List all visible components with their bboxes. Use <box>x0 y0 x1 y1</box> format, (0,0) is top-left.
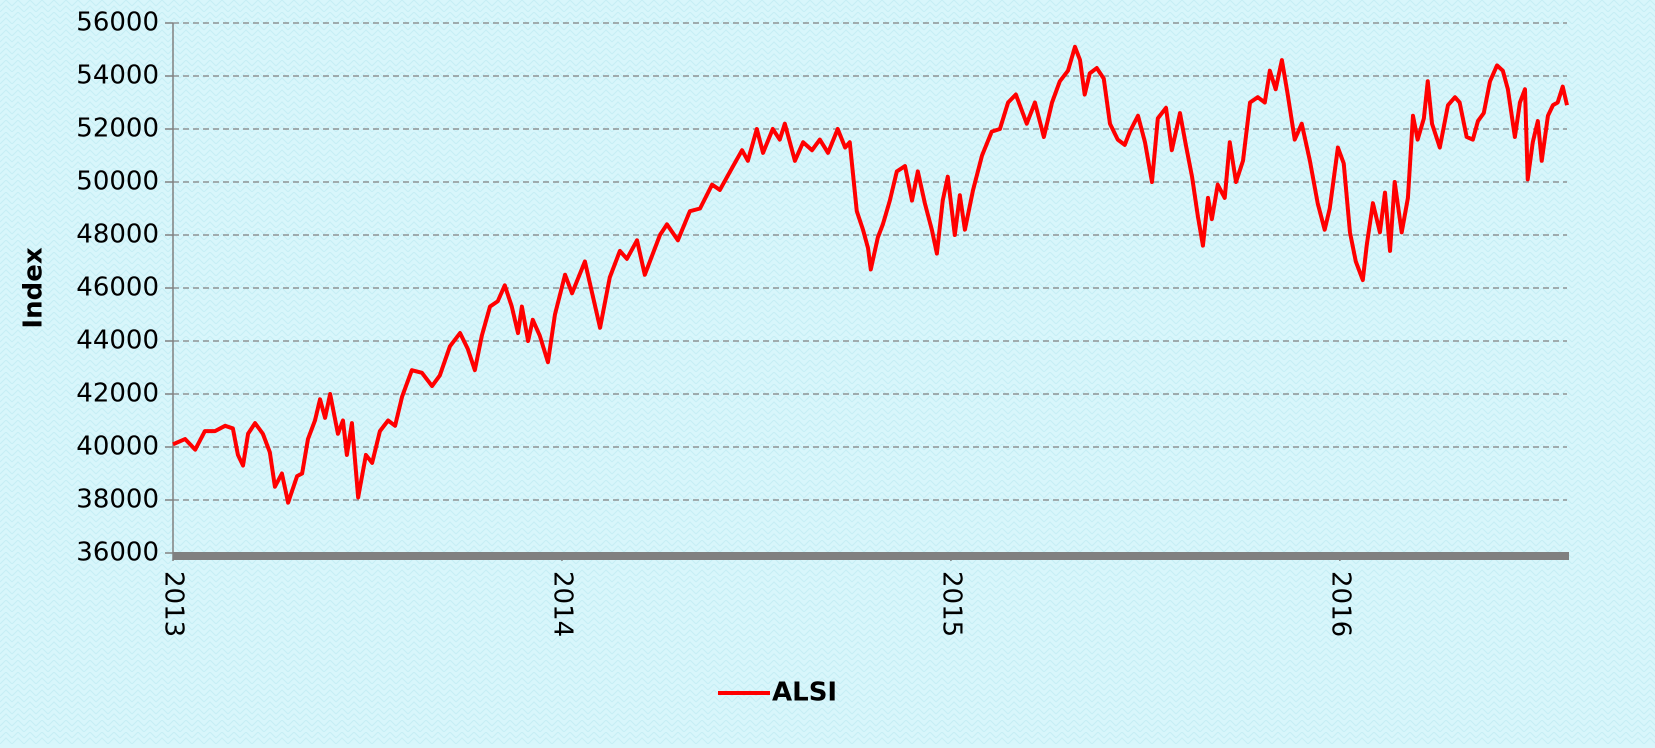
y-tick-label: 46000 <box>76 273 159 303</box>
y-axis-label: Index <box>19 247 49 328</box>
x-axis <box>173 552 1569 560</box>
y-tick-label: 38000 <box>76 485 159 515</box>
data-line <box>172 44 1569 505</box>
y-tick-label: 52000 <box>76 114 159 144</box>
y-tick-label: 44000 <box>76 326 159 356</box>
x-tick-label: 2013 <box>159 571 189 637</box>
x-tick-label: 2015 <box>936 571 966 637</box>
y-tick-label: 40000 <box>76 432 159 462</box>
x-tick-label: 2014 <box>547 571 577 637</box>
y-tick-label: 50000 <box>76 167 159 197</box>
x-tick-label: 2016 <box>1325 571 1355 637</box>
legend-label: ALSI <box>772 678 837 708</box>
y-tick-label: 36000 <box>76 538 159 568</box>
y-tick-label: 54000 <box>76 61 159 91</box>
y-tick-label: 56000 <box>76 8 159 38</box>
y-tick-label: 48000 <box>76 220 159 250</box>
y-tick-label: 42000 <box>76 379 159 409</box>
